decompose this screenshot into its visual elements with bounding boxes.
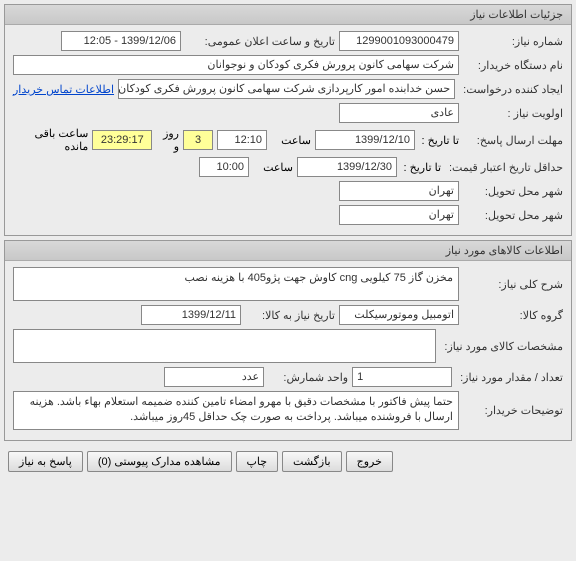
buyer-org-field: شرکت سهامی کانون پرورش فکری کودکان و نوج… [13, 55, 459, 75]
quantity-label: تعداد / مقدار مورد نیاز: [456, 371, 563, 384]
delivery-city-field: تهران [339, 181, 459, 201]
deadline-label: مهلت ارسال پاسخ: [463, 134, 563, 147]
validity-to-label: تا تاریخ : [401, 161, 441, 174]
from-date-label: تا تاریخ : [419, 134, 459, 147]
need-date-field: 1399/12/11 [141, 305, 241, 325]
announce-label: تاریخ و ساعت اعلان عمومی: [185, 35, 335, 48]
creator-field: حسن خدابنده امور کارپردازی شرکت سهامی کا… [118, 79, 455, 99]
delivery-city2-field: تهران [339, 205, 459, 225]
panel2-title: اطلاعات کالاهای مورد نیاز [5, 241, 571, 261]
buyer-contact-link[interactable]: اطلاعات تماس خریدار [13, 83, 114, 96]
need-details-panel: جزئیات اطلاعات نیاز شماره نیاز: 12990010… [4, 4, 572, 236]
need-number-label: شماره نیاز: [463, 35, 563, 48]
delivery-city-label: شهر محل تحویل: [463, 185, 563, 198]
attachments-button[interactable]: مشاهده مدارک پیوستی (0) [87, 451, 232, 472]
validity-time-field: 10:00 [199, 157, 249, 177]
priority-label: اولویت نیاز : [463, 107, 563, 120]
need-date-label: تاریخ نیاز به کالا: [245, 309, 335, 322]
delivery-city2-label: شهر محل تحویل: [463, 209, 563, 222]
priority-field: عادی [339, 103, 459, 123]
validity-date-field: 1399/12/30 [297, 157, 397, 177]
validity-label: حداقل تاریخ اعتبار قیمت: [445, 161, 563, 174]
announce-field: 1399/12/06 - 12:05 [61, 31, 181, 51]
response-date-field: 1399/12/10 [315, 130, 415, 150]
buyer-notes-label: توضیحات خریدار: [463, 404, 563, 417]
remaining-label: ساعت باقی مانده [13, 127, 88, 153]
goods-spec-label: مشخصات کالای مورد نیاز: [440, 340, 563, 353]
general-desc-field: مخزن گاز 75 کیلویی cng کاوش جهت پژو405 ب… [13, 267, 459, 301]
goods-spec-field [13, 329, 436, 363]
creator-label: ایجاد کننده درخواست: [459, 83, 563, 96]
buyer-notes-field: حتما پیش فاکتور با مشخصات دقیق با مهرو ا… [13, 391, 459, 430]
time-label-1: ساعت [271, 134, 311, 147]
goods-group-label: گروه کالا: [463, 309, 563, 322]
days-label: روز و [156, 127, 179, 153]
panel1-title: جزئیات اطلاعات نیاز [5, 5, 571, 25]
exit-button[interactable]: خروج [346, 451, 393, 472]
buyer-org-label: نام دستگاه خریدار: [463, 59, 563, 72]
print-button[interactable]: چاپ [236, 451, 279, 472]
time-remaining-field: 23:29:17 [92, 130, 152, 150]
unit-field: عدد [164, 367, 264, 387]
need-number-field: 1299001093000479 [339, 31, 459, 51]
button-bar: پاسخ به نیاز مشاهده مدارک پیوستی (0) چاپ… [0, 445, 576, 478]
respond-button[interactable]: پاسخ به نیاز [8, 451, 83, 472]
response-time-field: 12:10 [217, 130, 267, 150]
goods-info-panel: اطلاعات کالاهای مورد نیاز شرح کلی نیاز: … [4, 240, 572, 441]
quantity-field: 1 [352, 367, 452, 387]
days-remaining-field: 3 [183, 130, 213, 150]
back-button[interactable]: بازگشت [282, 451, 342, 472]
general-desc-label: شرح کلی نیاز: [463, 278, 563, 291]
unit-label: واحد شمارش: [268, 371, 348, 384]
time-label-2: ساعت [253, 161, 293, 174]
goods-group-field: اتومبیل وموتورسیکلت [339, 305, 459, 325]
